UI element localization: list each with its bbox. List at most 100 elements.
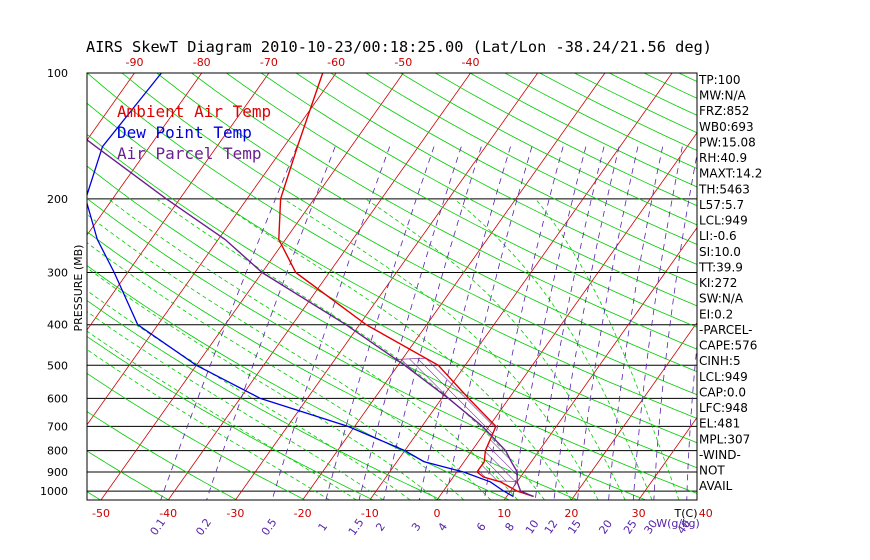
mixing-ratio-line [534, 146, 605, 500]
isotherm-line [503, 226, 697, 500]
mixing-ratio-tick-label: 2 [373, 520, 388, 533]
isotherm-line [638, 416, 697, 500]
mixing-ratio-line [512, 146, 587, 500]
moist-adiabat-line [283, 198, 599, 500]
moist-adiabat-line [108, 198, 518, 500]
dry-adiabat-line [87, 265, 510, 500]
bottom-temp-tick-label: -20 [294, 507, 312, 520]
dry-adiabat-line [87, 133, 697, 469]
pressure-tick-label: 800 [47, 445, 68, 458]
mixing-ratio-line [553, 146, 620, 500]
index-item-4: PW:15.08 [699, 135, 756, 149]
index-item-25: NOT [699, 464, 725, 478]
top-temp-tick-label: -70 [260, 56, 278, 69]
mixing-ratio-line [445, 146, 533, 500]
index-item-19: LCL:949 [699, 370, 748, 384]
dry-adiabat-line [226, 73, 697, 328]
moist-adiabat-line [87, 213, 492, 500]
top-temp-tick-label: -90 [126, 56, 144, 69]
top-temp-tick-label: -60 [327, 56, 345, 69]
pressure-tick-label: 200 [47, 193, 68, 206]
index-item-17: CAPE:576 [699, 339, 757, 353]
bottom-temp-tick-label: -10 [361, 507, 379, 520]
legend: Ambient Air Temp Dew Point Temp Air Parcel… [117, 102, 271, 163]
chart-title: AIRS SkewT Diagram 2010-10-23/00:18:25.0… [86, 38, 712, 56]
index-item-1: MW:N/A [699, 89, 747, 103]
bottom-temp-tick-label: -50 [92, 507, 110, 520]
isotherm-line [87, 73, 135, 141]
dry-adiabat-line [643, 73, 697, 99]
mixing-ratio-line [686, 341, 697, 500]
bottom-temp-tick-label: 20 [564, 507, 578, 520]
pressure-tick-label: 1000 [40, 485, 68, 498]
moist-adiabat-line [87, 311, 384, 500]
dry-adiabat-line [87, 102, 697, 444]
isotherm-line [87, 73, 270, 331]
index-item-12: TT:39.9 [698, 260, 743, 274]
moist-adiabat-line [87, 242, 465, 500]
isotherm-line [571, 321, 697, 500]
moist-adiabat-line [87, 267, 438, 500]
mixing-ratio-line [653, 152, 697, 500]
mixing-ratio-tick-label: 6 [474, 520, 489, 533]
series-line-2 [87, 138, 534, 498]
mixing-ratio-line [358, 146, 462, 500]
legend-item-0: Ambient Air Temp [117, 102, 271, 121]
dry-adiabat-line [749, 73, 870, 500]
top-temp-tick-label: -80 [193, 56, 211, 69]
mixing-ratio-tick-label: 0.2 [193, 516, 214, 538]
pressure-tick-label: 300 [47, 267, 68, 280]
dry-adiabat-line [87, 165, 697, 494]
index-item-13: KI:272 [699, 276, 737, 290]
mixing-ratio-line [160, 146, 298, 500]
dry-adiabat-line [156, 73, 697, 373]
mixing-ratio-tick-label: 3 [409, 520, 424, 533]
bottom-temp-tick-label: 40 [699, 507, 713, 520]
mixing-ratio-tick-label: 25 [621, 518, 640, 537]
mixing-ratio-tick-label: 4 [435, 520, 450, 533]
index-item-10: LI:-0.6 [699, 229, 737, 243]
mixing-ratio-unit-label: W(g/kg) [656, 517, 700, 530]
moist-adiabat-line [87, 349, 330, 500]
mixing-ratio-tick-label: 1 [316, 520, 331, 533]
mixing-ratio-line [325, 146, 435, 500]
index-item-0: TP:100 [698, 73, 741, 87]
mixing-ratio-line [608, 146, 664, 500]
top-temp-tick-label: -50 [394, 56, 412, 69]
series-line-0 [278, 73, 534, 498]
mixing-ratio-line [206, 146, 336, 500]
moist-adiabat-line [365, 198, 626, 500]
dry-adiabat-line [260, 73, 697, 307]
moist-adiabat-line [453, 198, 653, 500]
index-item-21: LFC:948 [699, 401, 748, 415]
index-item-14: SW:N/A [699, 292, 744, 306]
isotherm-line [87, 73, 337, 426]
pressure-tick-label: 700 [47, 420, 68, 433]
dry-adiabat-line [87, 411, 238, 500]
mixing-ratio-tick-label: 8 [502, 520, 517, 533]
isotherm-line [167, 73, 471, 500]
plot-frame [86, 72, 698, 501]
index-item-3: WB0:693 [699, 120, 754, 134]
mixing-ratio-line [577, 146, 639, 500]
dry-adiabat-line [87, 198, 646, 500]
isotherm-line [369, 73, 673, 500]
mixing-ratio-tick-label: 12 [542, 518, 561, 537]
isotherm-line [235, 73, 539, 500]
index-item-16: -PARCEL- [699, 323, 753, 337]
dry-adiabat-line [191, 73, 697, 350]
y-axis-label: PRESSURE (MB) [72, 245, 85, 332]
top-temp-tick-label: -40 [462, 56, 480, 69]
dry-adiabat-line [783, 73, 870, 500]
moist-adiabat-line [214, 198, 572, 500]
moist-adiabat-line [87, 290, 411, 500]
dry-adiabat-line [87, 300, 442, 500]
isotherm-line [0, 73, 67, 500]
dry-adiabat-line [295, 73, 697, 286]
index-item-24: -WIND- [699, 448, 741, 462]
index-item-6: MAXT:14.2 [699, 167, 762, 181]
mixing-ratio-tick-label: 20 [596, 518, 615, 537]
isotherm-line [87, 73, 203, 236]
isotherm-line [100, 73, 404, 500]
